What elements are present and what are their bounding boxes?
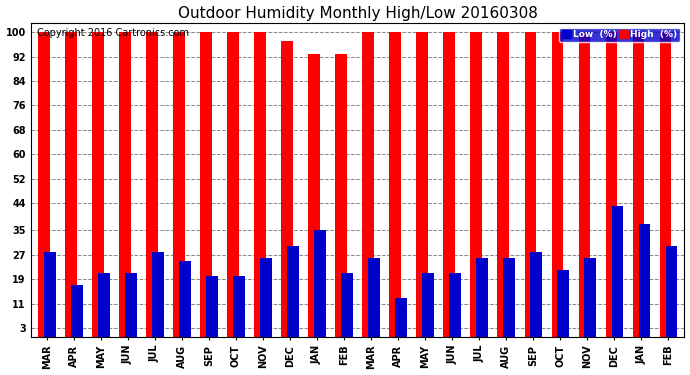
Bar bbox=[71, 285, 83, 337]
Bar bbox=[98, 273, 110, 337]
Bar bbox=[660, 32, 671, 337]
Bar bbox=[152, 252, 164, 337]
Bar bbox=[611, 206, 623, 337]
Bar bbox=[38, 32, 50, 337]
Bar bbox=[362, 32, 374, 337]
Bar bbox=[125, 273, 137, 337]
Bar bbox=[551, 32, 563, 337]
Bar bbox=[66, 32, 77, 337]
Bar bbox=[497, 32, 509, 337]
Legend: Low  (%), High  (%): Low (%), High (%) bbox=[560, 28, 680, 42]
Bar bbox=[476, 258, 488, 337]
Bar bbox=[633, 32, 644, 337]
Bar bbox=[471, 32, 482, 337]
Bar bbox=[558, 270, 569, 337]
Bar bbox=[287, 246, 299, 337]
Bar bbox=[524, 32, 536, 337]
Bar bbox=[584, 258, 596, 337]
Bar bbox=[173, 32, 185, 337]
Bar bbox=[449, 273, 461, 337]
Bar bbox=[335, 54, 347, 337]
Bar bbox=[395, 297, 406, 337]
Bar bbox=[260, 258, 272, 337]
Title: Outdoor Humidity Monthly High/Low 20160308: Outdoor Humidity Monthly High/Low 201603… bbox=[177, 6, 538, 21]
Bar bbox=[282, 41, 293, 337]
Bar bbox=[233, 276, 245, 337]
Bar bbox=[146, 32, 157, 337]
Bar bbox=[44, 252, 55, 337]
Bar bbox=[638, 224, 650, 337]
Text: Copyright 2016 Cartronics.com: Copyright 2016 Cartronics.com bbox=[37, 28, 189, 38]
Bar bbox=[255, 32, 266, 337]
Bar bbox=[227, 32, 239, 337]
Bar bbox=[606, 32, 617, 337]
Bar bbox=[200, 32, 212, 337]
Bar bbox=[315, 231, 326, 337]
Bar bbox=[422, 273, 434, 337]
Bar bbox=[578, 32, 590, 337]
Bar bbox=[666, 246, 677, 337]
Bar bbox=[92, 32, 104, 337]
Bar bbox=[444, 32, 455, 337]
Bar bbox=[504, 258, 515, 337]
Bar bbox=[417, 32, 428, 337]
Bar bbox=[119, 32, 130, 337]
Bar bbox=[531, 252, 542, 337]
Bar bbox=[389, 32, 401, 337]
Bar bbox=[308, 54, 319, 337]
Bar bbox=[179, 261, 190, 337]
Bar bbox=[206, 276, 217, 337]
Bar bbox=[342, 273, 353, 337]
Bar bbox=[368, 258, 380, 337]
